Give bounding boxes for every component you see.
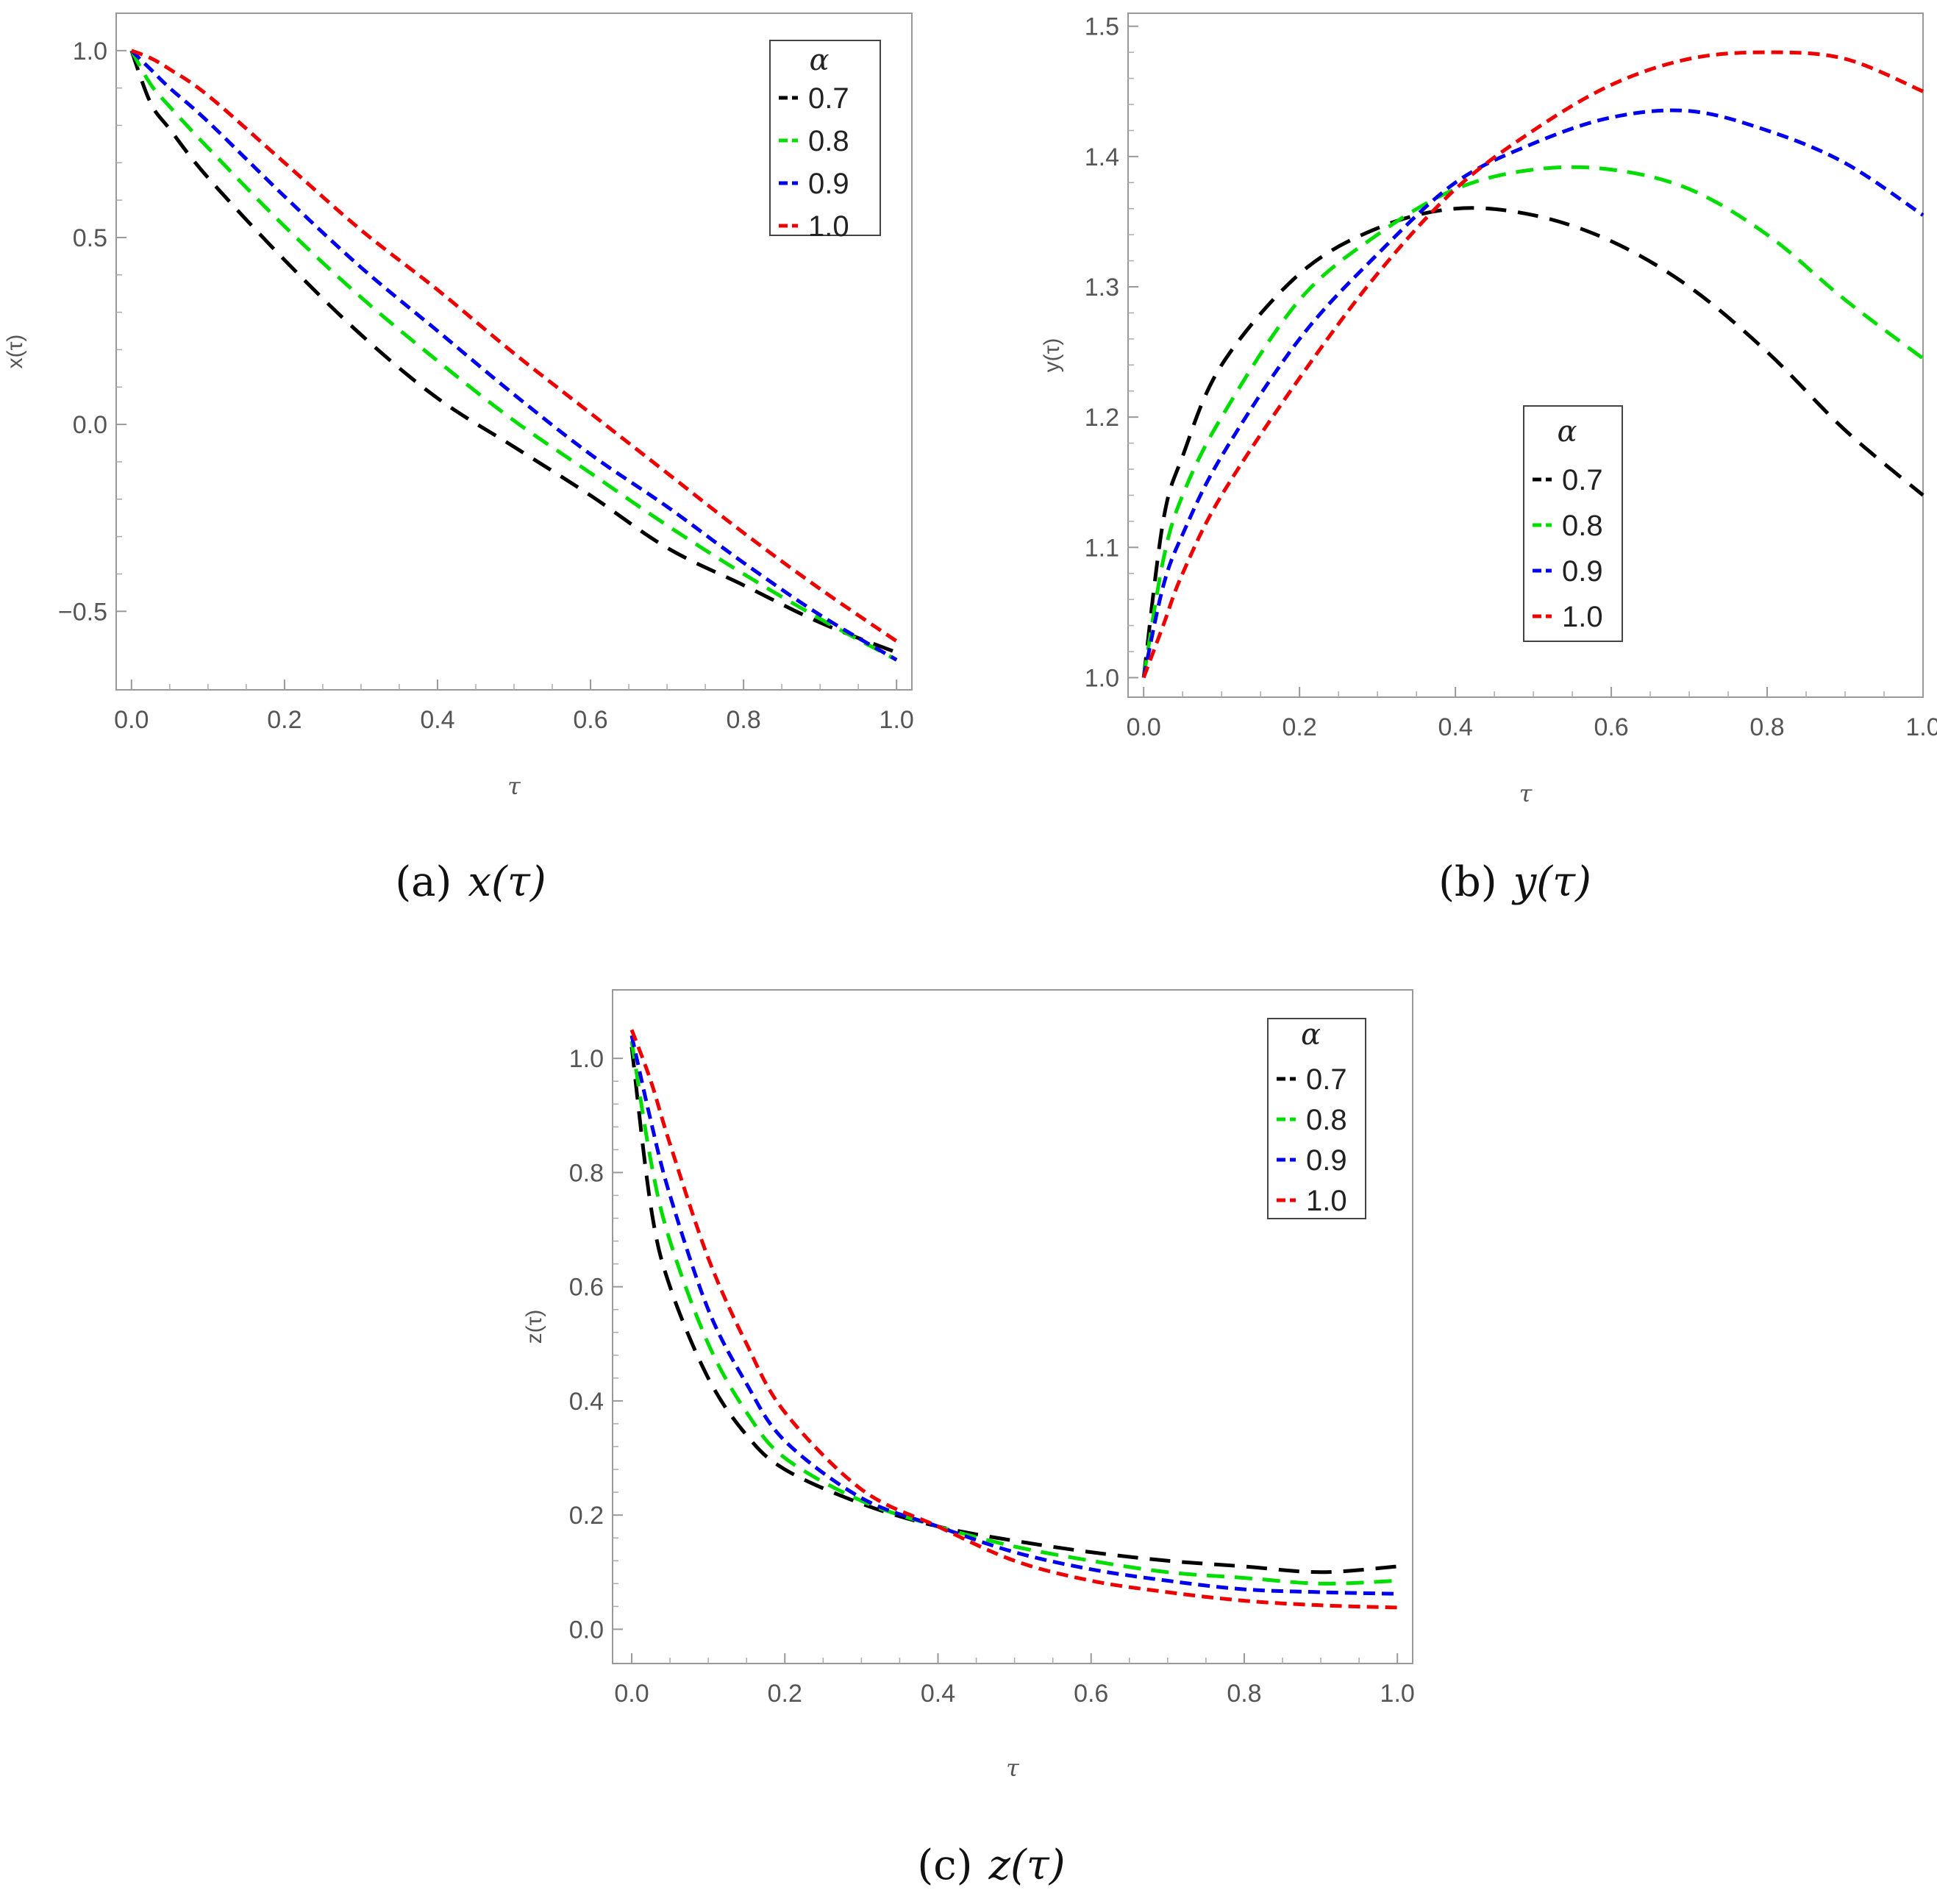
legend-label-1.0: 1.0 bbox=[1306, 1185, 1347, 1217]
legend-title: α bbox=[1301, 1018, 1321, 1052]
x-tick-label: 0.8 bbox=[726, 706, 760, 734]
x-tick-label: 0.4 bbox=[921, 1680, 955, 1708]
y-tick-label: 1.0 bbox=[1085, 664, 1119, 692]
y-tick-label: 0.2 bbox=[569, 1502, 604, 1530]
y-tick-label: 0.0 bbox=[73, 411, 107, 439]
y-tick-label: 0.0 bbox=[569, 1616, 604, 1644]
y-axis-label: z(τ) bbox=[522, 1310, 546, 1344]
x-tick-label: 0.4 bbox=[420, 706, 454, 734]
x-tick-label: 0.4 bbox=[1438, 713, 1472, 741]
caption-math: z(τ) bbox=[988, 1841, 1065, 1889]
x-tick-label: 0.6 bbox=[573, 706, 607, 734]
y-tick-label: 0.8 bbox=[569, 1159, 604, 1187]
legend-title: α bbox=[809, 43, 829, 77]
x-axis-label: τ bbox=[1006, 1754, 1020, 1782]
panel-a-legend: α 0.7 0.8 0.9 1.0 bbox=[769, 40, 881, 243]
x-tick-label: 0.2 bbox=[1283, 713, 1317, 741]
y-tick-label: 1.3 bbox=[1085, 274, 1119, 302]
series-line-0.9 bbox=[1141, 108, 1924, 678]
x-tick-label: 0.8 bbox=[1227, 1680, 1261, 1708]
y-axis-label: y(τ) bbox=[1040, 338, 1064, 373]
x-tick-label: 0.0 bbox=[614, 1680, 649, 1708]
legend-box bbox=[769, 40, 881, 236]
caption-label: (a) bbox=[395, 858, 452, 906]
y-tick-label: 1.0 bbox=[73, 38, 107, 65]
x-tick-label: 0.2 bbox=[768, 1680, 802, 1708]
series-line-1.0 bbox=[1141, 50, 1924, 679]
panel-c: 0.0 0.2 0.4 0.6 0.8 1.0 0.0 0.2 0.4 0.6 0.8 1.0 τ z(τ… bbox=[522, 989, 1415, 1889]
panel-c-legend: α 0.7 0.8 0.9 1.0 bbox=[1267, 1018, 1366, 1219]
x-axis-label: τ bbox=[1519, 780, 1533, 807]
panel-c-frame bbox=[612, 989, 1413, 1664]
panel-c-caption: (c) z(τ) bbox=[917, 1841, 1065, 1889]
y-tick-label: −0.5 bbox=[58, 598, 107, 626]
y-tick-label: 1.4 bbox=[1085, 143, 1119, 171]
legend-label-0.8: 0.8 bbox=[1306, 1104, 1347, 1136]
y-tick-label: 1.1 bbox=[1085, 534, 1119, 562]
x-tick-label: 0.6 bbox=[1594, 713, 1628, 741]
legend-label-0.9: 0.9 bbox=[1306, 1144, 1347, 1177]
series-line-1.0 bbox=[130, 49, 898, 643]
legend-label-1.0: 1.0 bbox=[1562, 601, 1603, 633]
series-line-0.9 bbox=[130, 49, 898, 662]
panel-a-caption: (a) x(τ) bbox=[395, 858, 546, 906]
caption-label: (c) bbox=[917, 1841, 972, 1889]
legend-label-0.8: 0.8 bbox=[1562, 510, 1603, 542]
x-tick-label: 0.2 bbox=[267, 706, 302, 734]
y-tick-label: 1.0 bbox=[569, 1045, 604, 1073]
series-line-0.7 bbox=[1141, 206, 1924, 678]
x-tick-label: 0.0 bbox=[1127, 713, 1161, 741]
x-tick-label: 0.6 bbox=[1074, 1680, 1108, 1708]
x-tick-label: 1.0 bbox=[880, 706, 914, 734]
series-line-1.0 bbox=[629, 1029, 1398, 1610]
y-tick-label: 0.4 bbox=[569, 1388, 604, 1416]
legend-label-0.7: 0.7 bbox=[808, 82, 849, 115]
legend-label-0.9: 0.9 bbox=[808, 168, 849, 200]
caption-math: x(τ) bbox=[468, 858, 546, 906]
x-tick-label: 0.8 bbox=[1749, 713, 1784, 741]
panel-a: 0.0 0.2 0.4 0.6 0.8 1.0 −0.5 0.0 0.5 1.0 τ x(τ) α 0.7… bbox=[3, 13, 914, 906]
legend-label-0.7: 0.7 bbox=[1562, 464, 1603, 496]
series-line-0.9 bbox=[629, 1035, 1398, 1596]
legend-label-0.7: 0.7 bbox=[1306, 1063, 1347, 1096]
series-line-0.7 bbox=[129, 49, 898, 655]
panel-b: 0.0 0.2 0.4 0.6 0.8 1.0 1.0 1.1 1.2 1.3 1.4 1.5 τ y(τ… bbox=[1040, 13, 1937, 906]
legend-label-0.9: 0.9 bbox=[1562, 555, 1603, 588]
series-line-0.8 bbox=[629, 1041, 1398, 1586]
panel-b-frame bbox=[1127, 13, 1924, 698]
series-line-0.8 bbox=[129, 49, 898, 662]
caption-label: (b) bbox=[1438, 858, 1497, 906]
panel-b-caption: (b) y(τ) bbox=[1438, 858, 1591, 906]
x-axis-label: τ bbox=[507, 772, 521, 800]
y-tick-label: 0.5 bbox=[73, 224, 107, 252]
legend-label-1.0: 1.0 bbox=[808, 210, 849, 243]
y-axis-label: x(τ) bbox=[3, 335, 27, 369]
caption-math: y(τ) bbox=[1511, 858, 1591, 906]
x-tick-label: 1.0 bbox=[1380, 1680, 1415, 1708]
series-line-0.7 bbox=[629, 1047, 1398, 1575]
y-tick-label: 1.2 bbox=[1085, 404, 1119, 432]
x-tick-label: 0.0 bbox=[114, 706, 149, 734]
legend-label-0.8: 0.8 bbox=[808, 125, 849, 157]
legend-title: α bbox=[1557, 415, 1577, 449]
x-tick-label: 1.0 bbox=[1905, 713, 1937, 741]
y-tick-label: 0.6 bbox=[569, 1274, 604, 1302]
panel-b-legend: α 0.7 0.8 0.9 1.0 bbox=[1523, 405, 1623, 642]
y-tick-label: 1.5 bbox=[1085, 13, 1119, 41]
